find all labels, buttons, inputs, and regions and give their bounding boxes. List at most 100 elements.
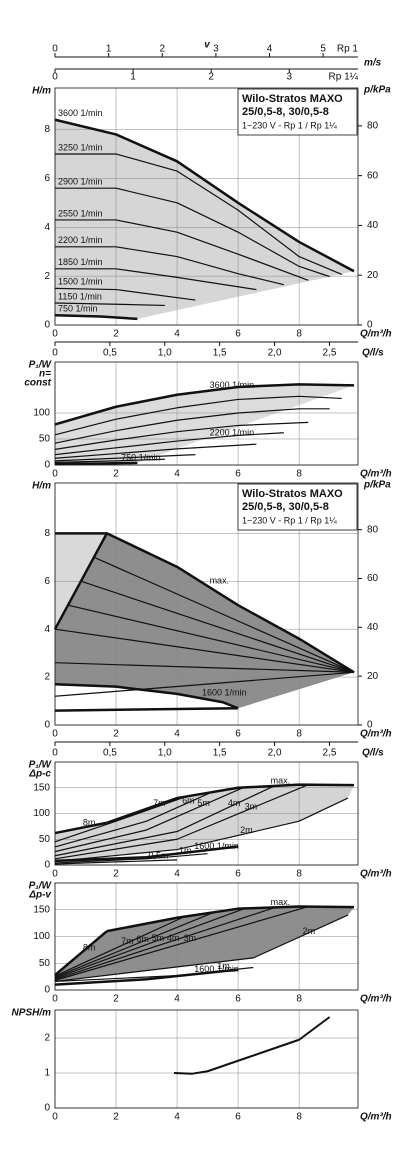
curve [54, 383, 355, 426]
curve [54, 628, 355, 673]
x-tick-label: 2 [113, 1112, 119, 1123]
y-axis-label: const [24, 378, 51, 389]
curve [93, 556, 355, 673]
top-tick-label: 2,0 [268, 348, 282, 359]
v-tick-label: 0 [52, 72, 58, 83]
y-axis-label: n= [39, 369, 51, 380]
y-axis-label: H/m [32, 86, 51, 97]
curve [54, 408, 330, 444]
x-axis-label: Q/m³/h [360, 1112, 392, 1123]
curve-label: 1150 1/min [58, 291, 102, 301]
curve [55, 187, 330, 278]
y-tick-label: 8 [44, 124, 50, 135]
y-tick-label: 6 [44, 576, 50, 587]
x-tick-label: 6 [235, 729, 241, 740]
x-tick-label: 6 [235, 994, 241, 1005]
y-tick-label: 50 [39, 958, 51, 969]
curve-label: 2550 1/min [58, 208, 103, 218]
top-tick-label: 2,5 [323, 348, 337, 359]
x-tick-label: 2 [113, 469, 119, 480]
curve [55, 153, 343, 275]
y2-axis-label: p/kPa [363, 480, 391, 491]
y-tick-label: 0 [44, 985, 50, 996]
chart-title: Wilo-Stratos MAXO [242, 488, 343, 500]
curve [106, 783, 355, 824]
y-axis-label: H/m [32, 481, 51, 492]
title-box [237, 88, 358, 136]
region [55, 784, 355, 862]
y-tick-label: 150 [33, 904, 50, 915]
curve [54, 313, 138, 321]
curve [54, 443, 257, 459]
x-axis-label: Q/m³/h [360, 329, 392, 340]
y2-tick-label: 20 [367, 671, 379, 682]
curve [54, 968, 239, 986]
y-tick-label: 2 [44, 1033, 50, 1044]
curve [54, 662, 355, 673]
y2-tick-label: 40 [367, 220, 379, 231]
plot-frame [54, 1009, 359, 1109]
curve [54, 797, 349, 862]
y-tick-label: 0 [44, 1103, 50, 1114]
x-tick-label: 2 [113, 869, 119, 880]
y-tick-label: 6 [44, 173, 50, 184]
chart-subtitle: 25/0,5-8, 30/0,5-8 [242, 106, 329, 118]
curve [53, 532, 108, 630]
curve-label: 4m [167, 933, 180, 943]
curve [55, 532, 355, 674]
plot-frame [54, 361, 359, 466]
title-box [237, 483, 358, 531]
curve-label: 750 1/min [121, 453, 161, 463]
curve [54, 853, 208, 864]
top-tick-label: 0,5 [103, 348, 117, 359]
y2-tick-label: 0 [367, 320, 373, 331]
y2-tick-label: 20 [367, 270, 379, 281]
top-tick-label: 1,0 [158, 748, 172, 759]
curve-label: 1850 1/min [58, 257, 103, 267]
x-tick-label: 8 [296, 329, 302, 340]
y-axis-label: P₁/W [29, 760, 53, 771]
x-tick-label: 8 [296, 994, 302, 1005]
y-axis-label: P₁/W [29, 360, 53, 371]
x-tick-label: 2 [113, 729, 119, 740]
curve [54, 908, 245, 979]
v-tick-label: 4 [267, 44, 273, 55]
y2-tick-label: 60 [367, 170, 379, 181]
chart-note: 1~230 V - Rp 1 / Rp 1¼ [242, 120, 337, 130]
y-tick-label: 2 [44, 672, 50, 683]
chart-subtitle: 25/0,5-8, 30/0,5-8 [242, 501, 329, 513]
x-tick-label: 0 [52, 1112, 58, 1123]
x-tick-label: 0 [52, 729, 58, 740]
curve [54, 786, 245, 853]
curve [55, 219, 309, 281]
curve-label: 3m [184, 933, 197, 943]
curve-label: 6m [182, 796, 195, 806]
v-tick-label: 3 [213, 44, 219, 55]
top-tick-label: 2,0 [268, 748, 282, 759]
curve [54, 671, 355, 697]
curve [54, 905, 309, 981]
curve-label: 3600 1/min [58, 108, 103, 118]
y-tick-label: 4 [44, 222, 50, 233]
y-axis-label: Δp-c [28, 769, 51, 780]
curve [54, 706, 239, 712]
curve-label: 8m [83, 942, 96, 952]
x-tick-label: 4 [174, 869, 180, 880]
curve [54, 845, 239, 863]
curve-label: 2200 1/min [58, 235, 103, 245]
top-tick-label: 0,5 [103, 748, 117, 759]
v-tick-label: 5 [320, 44, 326, 55]
y-tick-label: 0 [44, 460, 50, 471]
x-tick-label: 4 [174, 469, 180, 480]
top-tick-label: 2,5 [323, 748, 337, 759]
curve [54, 395, 342, 436]
x-tick-label: 0 [52, 994, 58, 1005]
v-axis-label: v [204, 40, 211, 51]
curve [80, 580, 355, 673]
x-tick-label: 0 [52, 329, 58, 340]
v-tick-label: 2 [208, 72, 214, 83]
chart-title: Wilo-Stratos MAXO [242, 93, 343, 105]
curve-label: 1600 1/min [202, 687, 247, 697]
x-tick-label: 6 [235, 869, 241, 880]
